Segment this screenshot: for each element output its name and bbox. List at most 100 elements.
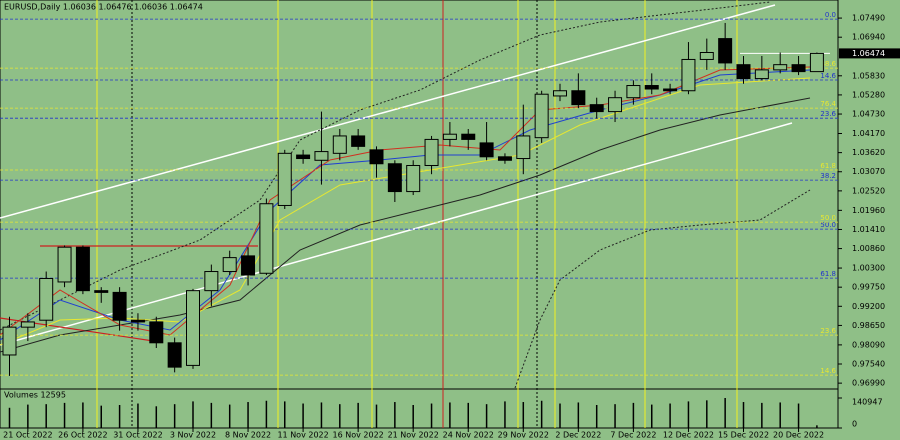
candle-body — [296, 154, 311, 160]
y-tick-label: 1.05830 — [852, 71, 885, 80]
x-tick-label: 15 Dec 2022 — [718, 431, 769, 440]
time-separators — [96, 0, 738, 428]
candle-body — [516, 135, 531, 160]
candle-body — [608, 97, 623, 113]
x-tick-label: 21 Oct 2022 — [3, 431, 52, 440]
y-tick-label: 1.02520 — [852, 186, 885, 195]
moving-average — [0, 97, 811, 353]
volume-tick-label: 140947 — [852, 398, 883, 407]
candle-body — [149, 321, 164, 344]
candle-body — [130, 319, 145, 323]
candle-body — [204, 271, 219, 292]
candle-body — [553, 90, 567, 97]
y-tick-label: 0.99750 — [852, 283, 885, 292]
y-tick-label: 1.03620 — [852, 148, 885, 157]
candle-body — [497, 156, 512, 161]
candle-body — [2, 326, 17, 356]
candle-body — [112, 291, 127, 321]
volume-tick-label: 0 — [852, 420, 857, 429]
candle-body — [442, 133, 457, 140]
candle-body — [663, 88, 678, 92]
candle-body — [277, 152, 292, 206]
y-tick-label: 0.98090 — [852, 340, 885, 349]
candle-body — [809, 52, 824, 73]
x-tick-label: 26 Oct 2022 — [58, 431, 107, 440]
candle-body — [39, 277, 54, 321]
candle-body — [461, 133, 476, 140]
x-tick-label: 11 Nov 2022 — [277, 431, 328, 440]
x-tick-label: 21 Nov 2022 — [388, 431, 439, 440]
y-tick-label: 0.99200 — [852, 302, 885, 311]
y-tick-label: 1.04170 — [852, 129, 885, 138]
fib-label: 50.0 — [820, 221, 836, 229]
y-tick-label: 1.05280 — [852, 90, 885, 99]
y-tick-label: 1.04730 — [852, 110, 885, 119]
candle-body — [791, 64, 806, 73]
x-tick-label: 20 Dec 2022 — [773, 431, 824, 440]
last-price-box — [839, 48, 900, 59]
candle-body — [644, 85, 659, 90]
x-tick-label: 24 Nov 2022 — [443, 431, 494, 440]
y-tick-label: 1.00300 — [852, 264, 885, 273]
candle-body — [736, 64, 751, 80]
candle-body — [589, 104, 604, 113]
candle-body — [754, 69, 769, 80]
x-tick-label: 2 Dec 2022 — [555, 431, 601, 440]
candle-body — [332, 135, 347, 154]
volume-label: Volumes 12595 — [4, 391, 66, 400]
fib-label: 50.0 — [820, 214, 836, 222]
fib-label: 76.4 — [820, 100, 836, 108]
fib-label: 0.0 — [825, 11, 836, 19]
candle-body — [259, 203, 274, 274]
candle-body — [773, 64, 788, 71]
y-tick-label: 0.96990 — [852, 379, 885, 388]
candle-body — [406, 164, 421, 193]
y-tick-label: 0.98650 — [852, 321, 885, 330]
x-tick-label: 7 Dec 2022 — [610, 431, 656, 440]
candle-body — [167, 342, 182, 368]
candle-body — [571, 90, 586, 106]
channel-line — [0, 122, 793, 346]
x-tick-label: 8 Nov 2022 — [225, 431, 271, 440]
y-tick-label: 1.07490 — [852, 14, 885, 23]
fib-label: 61.8 — [820, 270, 836, 278]
candle-body — [718, 38, 733, 64]
candle-body — [241, 255, 256, 276]
y-tick-label: 1.01410 — [852, 225, 885, 234]
candle-body — [699, 51, 714, 60]
plot-frame — [0, 0, 839, 429]
candle-body — [681, 58, 696, 92]
x-tick-label: 29 Nov 2022 — [498, 431, 549, 440]
x-tick-label: 3 Nov 2022 — [170, 431, 216, 440]
y-tick-label: 0.97540 — [852, 360, 885, 369]
candle-body — [387, 163, 402, 193]
x-tick-label: 31 Oct 2022 — [113, 431, 162, 440]
last-price-label: 1.06474 — [852, 49, 885, 58]
channel-line — [0, 4, 776, 219]
bollinger-lower — [514, 189, 811, 389]
candle-body — [94, 290, 109, 293]
candle-body — [57, 246, 72, 283]
candle-body — [424, 138, 439, 166]
candle-body — [20, 321, 35, 328]
fib-label: 23.6 — [820, 110, 836, 118]
candle-body — [479, 142, 494, 158]
x-tick-label: 12 Dec 2022 — [663, 431, 714, 440]
candle-body — [75, 246, 90, 292]
candle-body — [626, 85, 641, 99]
fib-label: 38.2 — [820, 172, 836, 180]
candle-body — [351, 135, 366, 147]
candle-body — [314, 151, 329, 161]
candle-body — [369, 149, 384, 165]
bollinger-upper — [0, 1, 771, 331]
chart-title: EURUSD,Daily 1.06036 1.06476 1.06036 1.0… — [4, 3, 203, 12]
fib-label: 14.6 — [820, 72, 836, 80]
x-tick-label: 16 Nov 2022 — [333, 431, 384, 440]
candle-body — [534, 93, 549, 139]
fib-label: 23.6 — [820, 327, 836, 335]
y-tick-label: 1.01960 — [852, 206, 885, 215]
y-tick-label: 1.03070 — [852, 167, 885, 176]
y-tick-label: 1.06940 — [852, 33, 885, 42]
fib-label: 88.6 — [820, 60, 836, 68]
